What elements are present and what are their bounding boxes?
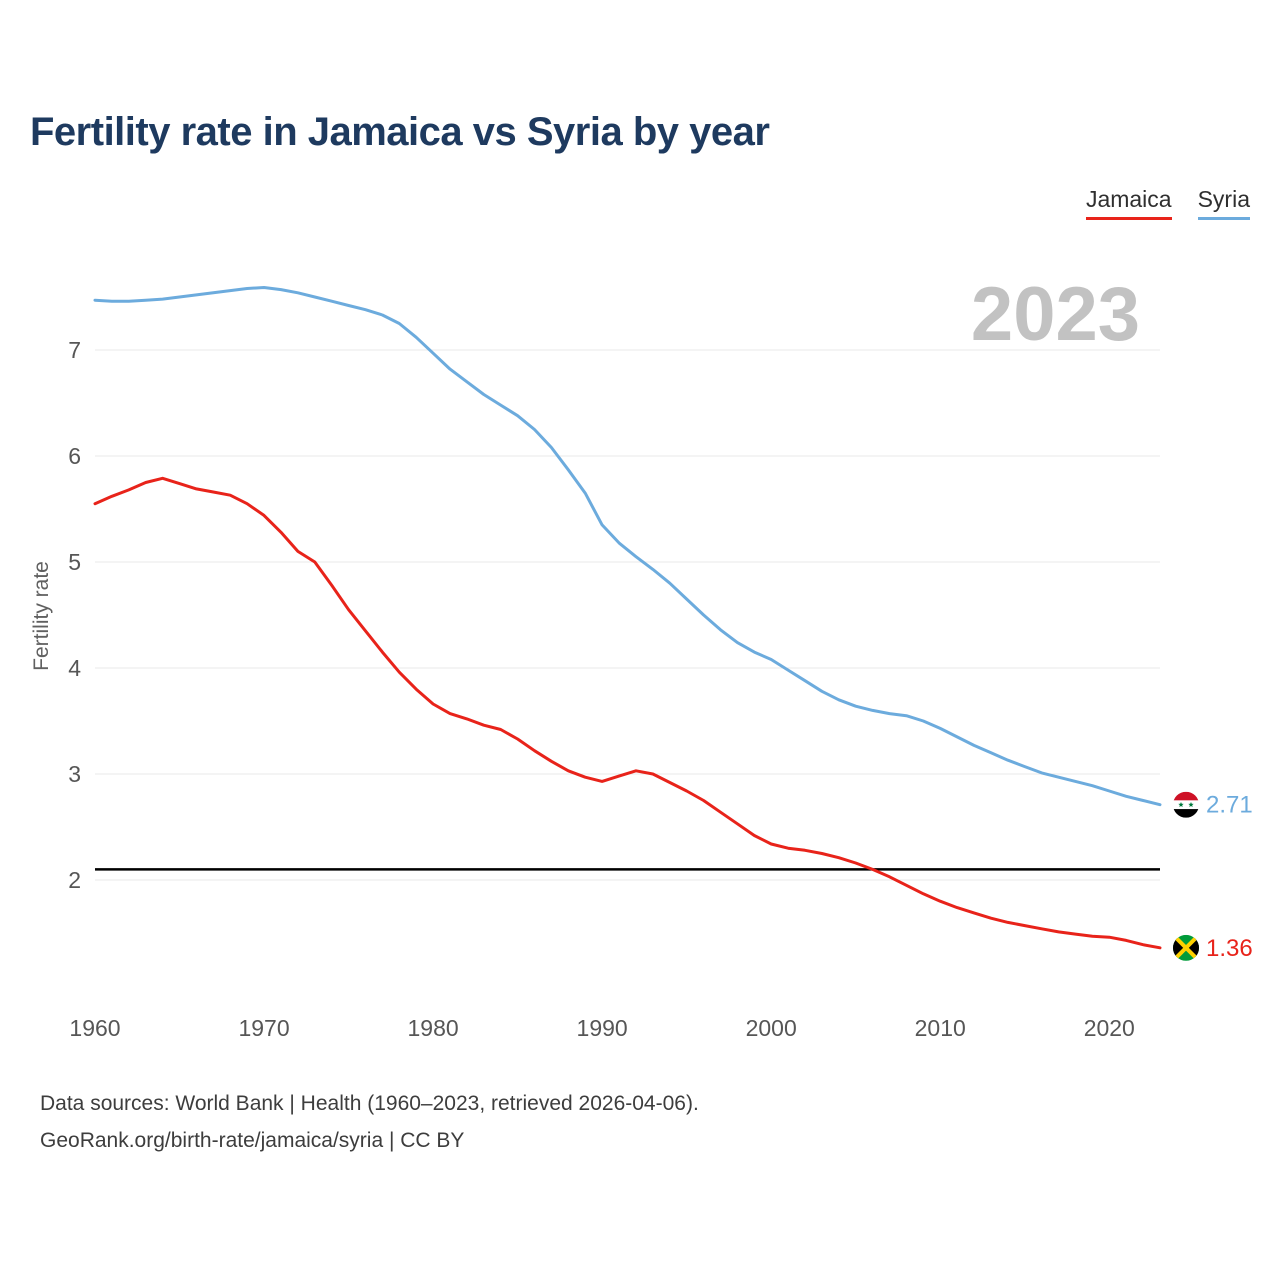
y-axis-label: Fertility rate — [30, 561, 53, 671]
syria-line — [93, 286, 1162, 807]
legend: Jamaica Syria — [1085, 186, 1250, 220]
x-tick-label: 2010 — [915, 1015, 966, 1041]
legend-item-jamaica[interactable]: Jamaica — [1085, 186, 1172, 220]
data-sources-text: Data sources: World Bank | Health (1960–… — [40, 1092, 699, 1115]
x-tick-label: 1970 — [238, 1015, 289, 1041]
x-tick-label: 2000 — [746, 1015, 797, 1041]
jamaica-flag-icon — [1173, 934, 1199, 961]
y-tick-label: 3 — [68, 761, 81, 787]
y-tick-label: 2 — [68, 867, 81, 893]
attribution-text: GeoRank.org/birth-rate/jamaica/syria | C… — [40, 1128, 465, 1152]
jamaica-line — [93, 476, 1162, 950]
watermark-year: 2023 — [971, 272, 1140, 357]
y-tick-label: 6 — [68, 443, 81, 469]
y-tick-label: 7 — [68, 337, 81, 363]
y-tick-label: 4 — [68, 655, 81, 681]
footer: Data sources: World Bank | Health (1960–… — [40, 1086, 699, 1160]
y-tick-label: 5 — [68, 549, 81, 575]
x-tick-label: 1990 — [577, 1015, 628, 1041]
x-tick-label: 2020 — [1084, 1015, 1135, 1041]
page-title: Fertility rate in Jamaica vs Syria by ye… — [30, 110, 770, 154]
legend-item-syria[interactable]: Syria — [1197, 186, 1250, 220]
syria-end-value: 2.71 — [1206, 792, 1253, 819]
jamaica-end-value: 1.36 — [1206, 935, 1253, 962]
x-tick-label: 1980 — [408, 1015, 459, 1041]
x-tick-label: 1960 — [69, 1015, 120, 1041]
syria-flag-icon — [1173, 791, 1199, 818]
